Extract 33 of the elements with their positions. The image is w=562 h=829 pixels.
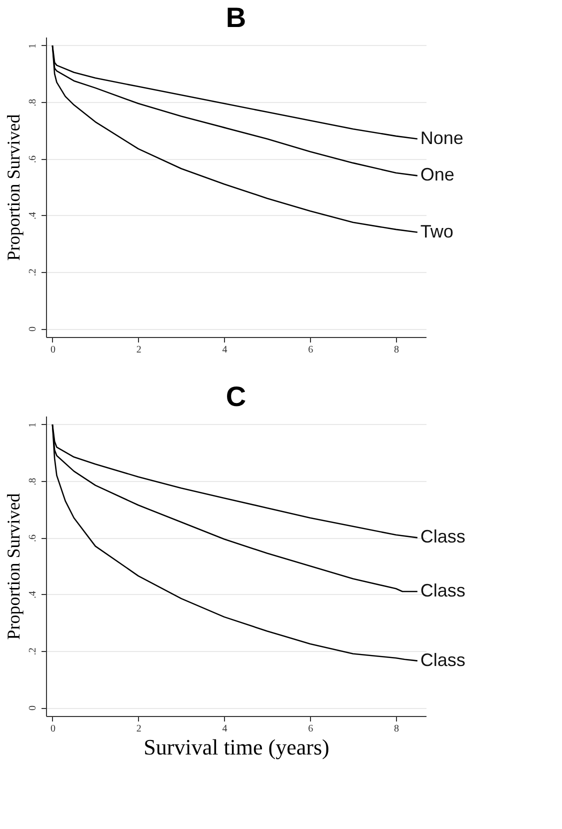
y-tick-label: .2	[28, 268, 38, 276]
series-label: None	[420, 128, 464, 148]
x-tick-label: 0	[50, 344, 56, 356]
y-tick-label: .2	[28, 648, 38, 656]
x-tick-label: 2	[136, 344, 142, 356]
series-label: Class	[420, 580, 466, 600]
series-label: Two	[420, 221, 454, 242]
x-tick-label: 0	[50, 724, 56, 734]
x-tick-label: 4	[222, 724, 228, 734]
y-tick-label: 0	[28, 706, 38, 711]
y-tick-label: 0	[28, 326, 38, 332]
y-axis-title: Proportion Survived	[4, 114, 24, 261]
x-tick-label: 8	[394, 344, 399, 356]
chart-title: B	[226, 2, 246, 33]
y-tick-label: 1	[28, 422, 38, 428]
y-tick-label: .8	[28, 98, 38, 106]
y-tick-label: .6	[28, 155, 38, 163]
y-tick-label: .6	[28, 534, 38, 542]
chart-title: C	[226, 381, 246, 412]
x-tick-label: 2	[136, 724, 142, 734]
series-label: Class	[420, 650, 466, 670]
x-axis-title: Survival time (years)	[144, 734, 330, 760]
y-tick-label: .4	[28, 591, 38, 599]
series-label: Class	[420, 526, 466, 547]
y-tick-label: .8	[28, 478, 38, 486]
y-tick-label: .4	[28, 212, 38, 220]
x-tick-label: 4	[222, 344, 228, 356]
x-tick-label: 8	[394, 724, 399, 734]
x-tick-label: 6	[308, 724, 314, 734]
y-tick-label: 1	[28, 43, 38, 48]
y-axis-title: Proportion Survived	[4, 493, 24, 640]
x-tick-label: 6	[308, 344, 314, 356]
series-label: One	[420, 164, 454, 185]
